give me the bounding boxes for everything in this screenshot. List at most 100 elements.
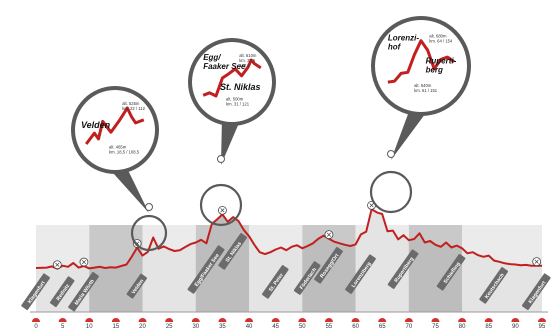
inset-profile-line: [85, 106, 145, 145]
inset-pin-dot: [387, 150, 395, 158]
km-tick-label: 25: [166, 324, 173, 329]
station-label-bg: [521, 273, 551, 310]
km-tick-marker: [218, 318, 227, 322]
km-tick-label: 85: [485, 324, 492, 329]
inset-top-label: km. 37,5: [239, 58, 256, 63]
km-tick-label: 60: [352, 324, 359, 329]
station-label-bg: [261, 265, 289, 299]
km-tick-marker: [298, 318, 307, 322]
km-tick-marker: [271, 318, 280, 322]
inset-top-label: alt. 525m: [122, 101, 140, 106]
inset-profile-line: [387, 39, 455, 84]
inset-bottom-label: alt. 465m: [109, 144, 127, 149]
inset-title: Lorenzi-: [388, 34, 419, 43]
inset-bottom-label: km. 31 / 121: [226, 101, 250, 106]
km-tick-label: 55: [326, 324, 333, 329]
km-tick-marker: [245, 318, 254, 322]
inset-pin-dot: [217, 155, 225, 163]
km-tick-label: 80: [459, 324, 466, 329]
inset-top-label: km. 64 / 154: [429, 38, 453, 43]
summit-marker: [532, 257, 542, 267]
km-tick-label: 40: [246, 324, 253, 329]
summit-marker: [52, 260, 62, 270]
km-tick-marker: [85, 318, 94, 322]
km-tick-label: 75: [432, 324, 439, 329]
km-tick-label: 95: [539, 324, 546, 329]
km-tick-marker: [324, 318, 333, 322]
km-tick-label: 20: [139, 324, 146, 329]
summit-marker: [324, 230, 334, 240]
inset-top-label: alt. 680m: [429, 33, 447, 38]
inset-face: [75, 90, 155, 170]
inset-title: Egg/: [203, 53, 221, 62]
km-tick-marker: [511, 318, 520, 322]
station-label-bg: [479, 267, 509, 304]
inset-title: Faaker See: [203, 62, 246, 71]
km-tick-label: 50: [299, 324, 306, 329]
km-tick-marker: [484, 318, 493, 322]
loupe-ring: [369, 170, 413, 214]
km-tick-marker: [191, 318, 200, 322]
inset-bottom-label: alt. 500m: [226, 96, 244, 101]
station-label-bg: [345, 254, 376, 294]
km-tick-label: 90: [512, 324, 519, 329]
km-tick-marker: [458, 318, 467, 322]
inset-profile-line: [202, 58, 262, 98]
inset-stem: [391, 106, 431, 160]
km-tick-marker: [165, 318, 174, 322]
km-tick-marker: [351, 318, 360, 322]
inset-stem: [105, 164, 149, 213]
km-tick-label: 30: [192, 324, 199, 329]
station-label-bg: [49, 276, 75, 308]
km-tick-marker: [32, 318, 40, 322]
km-tick-label: 0: [34, 324, 38, 329]
km-tick-label: 65: [379, 324, 386, 329]
km-tick-label: 70: [405, 324, 412, 329]
km-tick-label: 45: [272, 324, 279, 329]
inset-bottom-label: alt. 540m: [414, 83, 432, 88]
station-label-bg: [218, 233, 248, 270]
km-tick-label: 35: [219, 324, 226, 329]
station-label-bg: [293, 261, 321, 295]
inset-bottom-label: km. 61 / 151: [414, 88, 438, 93]
km-tick-label: 15: [113, 324, 120, 329]
km-tick-marker: [378, 318, 387, 322]
km-tick-label: 5: [61, 324, 65, 329]
inset-top-label: km. 22 / 112: [122, 106, 145, 111]
km-tick-marker: [431, 318, 440, 322]
km-tick-marker: [58, 318, 67, 322]
inset-name: berg: [426, 66, 443, 75]
area-band: [408, 209, 463, 312]
station-label-bg: [21, 273, 50, 310]
km-tick-marker: [538, 318, 546, 322]
inset-top-label: 127,5: [239, 63, 250, 68]
inset-name: St. Niklas: [220, 82, 261, 92]
km-tick-marker: [111, 318, 120, 322]
station-label-bg: [387, 249, 419, 289]
inset-bottom-label: km. 18,5 / 108,5: [109, 149, 140, 154]
km-tick-marker: [404, 318, 413, 322]
station-label-bg: [68, 271, 99, 312]
station-label-bg: [126, 273, 148, 299]
inset-title: hof: [388, 43, 402, 52]
loupe-ring: [130, 214, 168, 252]
x-axis: 0 5 10 15 20 25 30 35 40 45 50 55 60 65 70 75 80 85 90 95: [32, 318, 546, 330]
summit-marker: [79, 257, 89, 267]
station-label-bg: [314, 247, 343, 284]
inset-stem: [221, 116, 242, 165]
km-tick-label: 10: [86, 324, 93, 329]
inset-top-label: alt. 610m: [239, 53, 257, 58]
inset-pin-dot: [145, 203, 153, 211]
inset-name: Ruperti-: [426, 57, 457, 66]
loupe-ring: [199, 183, 243, 227]
km-tick-marker: [138, 318, 147, 322]
station-label-bg: [436, 253, 466, 291]
inset-name: Velden: [81, 120, 111, 130]
inset-face: [375, 20, 467, 112]
station-label-bg: [187, 245, 225, 294]
summit-marker: [218, 205, 227, 215]
